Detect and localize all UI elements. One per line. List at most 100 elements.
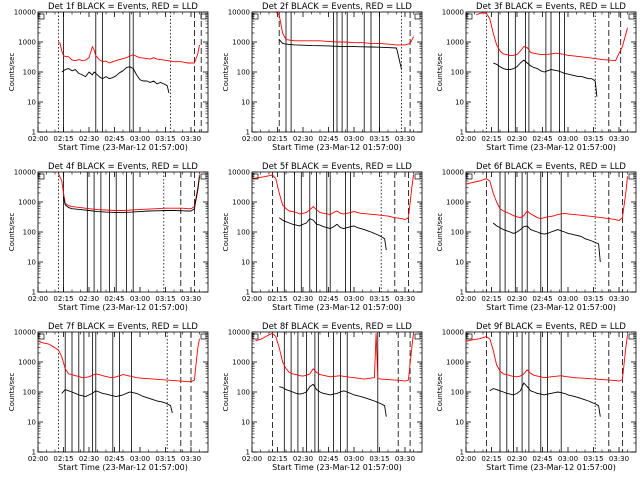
- y-tick-label: 100: [23, 389, 36, 397]
- x-tick-label: 02:00: [456, 455, 476, 463]
- x-tick-label: 02:45: [318, 135, 338, 143]
- panel-title: Det 2f BLACK = Events, RED = LLD: [262, 2, 412, 12]
- y-tick-label: 1000: [232, 39, 250, 47]
- y-axis-label: Counts/sec: [436, 53, 444, 92]
- series-line-lld: [251, 174, 414, 221]
- y-tick-label: 10: [455, 419, 464, 427]
- x-tick-label: 02:00: [28, 295, 48, 303]
- x-tick-label: 03:30: [609, 455, 629, 463]
- y-tick-label: 100: [451, 389, 464, 397]
- x-tick-label: 02:45: [318, 295, 338, 303]
- y-tick-label: 1: [246, 129, 250, 137]
- x-tick-label: 03:00: [344, 295, 364, 303]
- x-axis-label: Start Time (23-Mar-12 01:57:00): [486, 463, 616, 472]
- x-tick-label: 02:45: [104, 455, 124, 463]
- y-tick-label: 10: [27, 419, 36, 427]
- y-tick-label: 1: [246, 449, 250, 457]
- y-tick-label: 1: [32, 289, 36, 297]
- x-tick-label: 02:15: [481, 295, 501, 303]
- x-tick-label: 02:30: [293, 455, 313, 463]
- x-tick-label: 02:15: [267, 455, 287, 463]
- corner-marker: [414, 173, 421, 180]
- y-tick-label: 10: [241, 419, 250, 427]
- corner-marker: [252, 173, 259, 180]
- panel-6: Det 6f BLACK = Events, RED = LLD 1 10 100 10…: [436, 162, 637, 312]
- y-tick-label: 100: [237, 69, 250, 77]
- y-tick-label: 10: [241, 99, 250, 107]
- x-tick-label: 03:00: [344, 135, 364, 143]
- corner-marker: [38, 333, 45, 340]
- x-tick-label: 03:30: [609, 135, 629, 143]
- x-tick-label: 03:30: [395, 135, 415, 143]
- y-axis-label: Counts/sec: [222, 213, 230, 252]
- x-tick-label: 02:30: [293, 295, 313, 303]
- x-axis-label: Start Time (23-Mar-12 01:57:00): [58, 303, 188, 312]
- x-tick-label: 02:30: [79, 135, 99, 143]
- series-line-events: [63, 176, 200, 213]
- x-tick-label: 02:30: [507, 135, 527, 143]
- panel-title: Det 3f BLACK = Events, RED = LLD: [476, 2, 626, 12]
- panel-title: Det 4f BLACK = Events, RED = LLD: [48, 162, 198, 172]
- series-line-events: [493, 59, 598, 97]
- x-tick-label: 02:15: [481, 135, 501, 143]
- y-axis-label: Counts/sec: [436, 373, 444, 412]
- x-tick-label: 02:45: [532, 135, 552, 143]
- x-axis-label: Start Time (23-Mar-12 01:57:00): [272, 143, 402, 152]
- y-axis-label: Counts/sec: [222, 373, 230, 412]
- x-axis-label: Start Time (23-Mar-12 01:57:00): [272, 303, 402, 312]
- x-tick-label: 03:30: [181, 295, 201, 303]
- series-line-events: [61, 389, 173, 414]
- x-tick-label: 02:45: [104, 295, 124, 303]
- y-tick-label: 10000: [228, 329, 250, 337]
- corner-marker: [414, 333, 421, 340]
- panel-9: Det 9f BLACK = Events, RED = LLD 1 10 100 10…: [436, 322, 637, 472]
- panel-4: Det 4f BLACK = Events, RED = LLD 1 10 100 10…: [8, 162, 209, 312]
- panel-8: Det 8f BLACK = Events, RED = LLD 1 10 100 10…: [222, 322, 423, 472]
- y-tick-label: 100: [451, 69, 464, 77]
- x-axis-label: Start Time (23-Mar-12 01:57:00): [486, 303, 616, 312]
- y-tick-label: 1000: [18, 39, 36, 47]
- series-line-events: [492, 222, 601, 263]
- corner-marker: [466, 13, 473, 20]
- y-tick-label: 100: [23, 69, 36, 77]
- x-tick-label: 03:00: [130, 295, 150, 303]
- corner-marker: [414, 13, 421, 20]
- y-tick-label: 1000: [18, 199, 36, 207]
- panel-title: Det 6f BLACK = Events, RED = LLD: [476, 162, 626, 172]
- x-tick-label: 02:45: [532, 455, 552, 463]
- corner-marker: [38, 13, 45, 20]
- x-tick-label: 02:15: [481, 455, 501, 463]
- y-tick-label: 10: [241, 259, 250, 267]
- x-tick-label: 03:15: [583, 295, 603, 303]
- x-tick-label: 02:00: [456, 135, 476, 143]
- x-tick-label: 03:30: [181, 455, 201, 463]
- y-tick-label: 1: [460, 289, 464, 297]
- corner-marker: [252, 13, 259, 20]
- y-tick-label: 100: [237, 389, 250, 397]
- x-tick-label: 03:15: [155, 295, 175, 303]
- x-tick-label: 03:15: [369, 135, 389, 143]
- x-tick-label: 03:15: [155, 135, 175, 143]
- plot-frame: [251, 171, 423, 293]
- x-tick-label: 03:15: [155, 455, 175, 463]
- corner-marker: [466, 173, 473, 180]
- x-tick-label: 02:15: [267, 135, 287, 143]
- series-line-events: [489, 382, 601, 417]
- x-tick-label: 02:30: [293, 135, 313, 143]
- panel-title: Det 5f BLACK = Events, RED = LLD: [262, 162, 412, 172]
- x-tick-label: 03:15: [369, 455, 389, 463]
- x-tick-label: 02:00: [28, 135, 48, 143]
- x-tick-label: 02:45: [532, 295, 552, 303]
- x-tick-label: 02:15: [53, 135, 73, 143]
- x-tick-label: 03:15: [583, 135, 603, 143]
- series-line-lld: [255, 332, 414, 382]
- corner-marker: [466, 333, 473, 340]
- x-tick-label: 03:30: [395, 455, 415, 463]
- corner-marker: [628, 333, 635, 340]
- x-tick-label: 02:00: [28, 455, 48, 463]
- series-line-lld: [57, 173, 200, 211]
- panel-2: Det 2f BLACK = Events, RED = LLD 1 10 100 10…: [222, 2, 423, 152]
- x-axis-label: Start Time (23-Mar-12 01:57:00): [58, 463, 188, 472]
- y-tick-label: 1: [32, 449, 36, 457]
- y-tick-label: 10000: [228, 169, 250, 177]
